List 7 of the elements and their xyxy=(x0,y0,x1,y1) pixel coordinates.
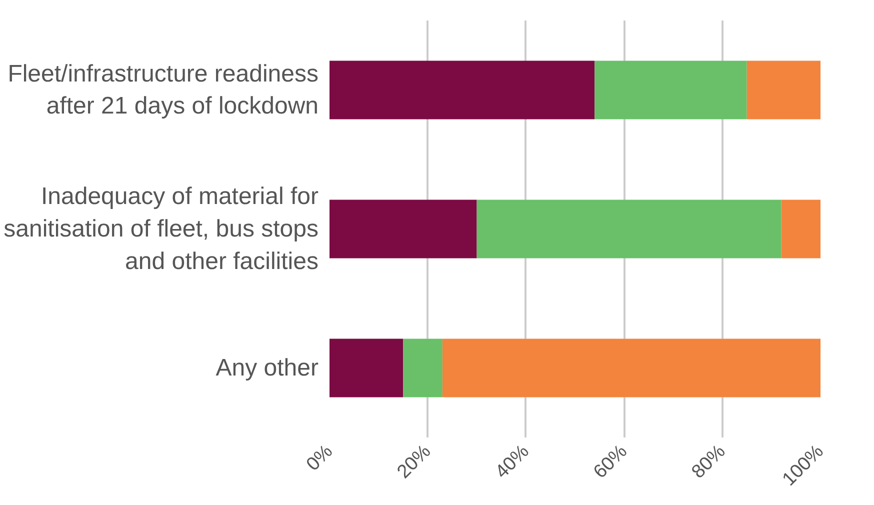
y-tick-label: Any other xyxy=(216,354,319,382)
y-tick-label: Fleet/infrastructure readiness after 21 days of lockdown xyxy=(8,60,319,120)
x-tick-label: 80% xyxy=(688,441,730,483)
x-tick-label: 0% xyxy=(302,441,337,476)
y-tick-label: Inadequacy of material for sanitisation of fleet, bus stops and other facilities xyxy=(4,183,319,275)
x-tick-label: 60% xyxy=(590,441,632,483)
x-tick-label: 40% xyxy=(492,441,534,483)
